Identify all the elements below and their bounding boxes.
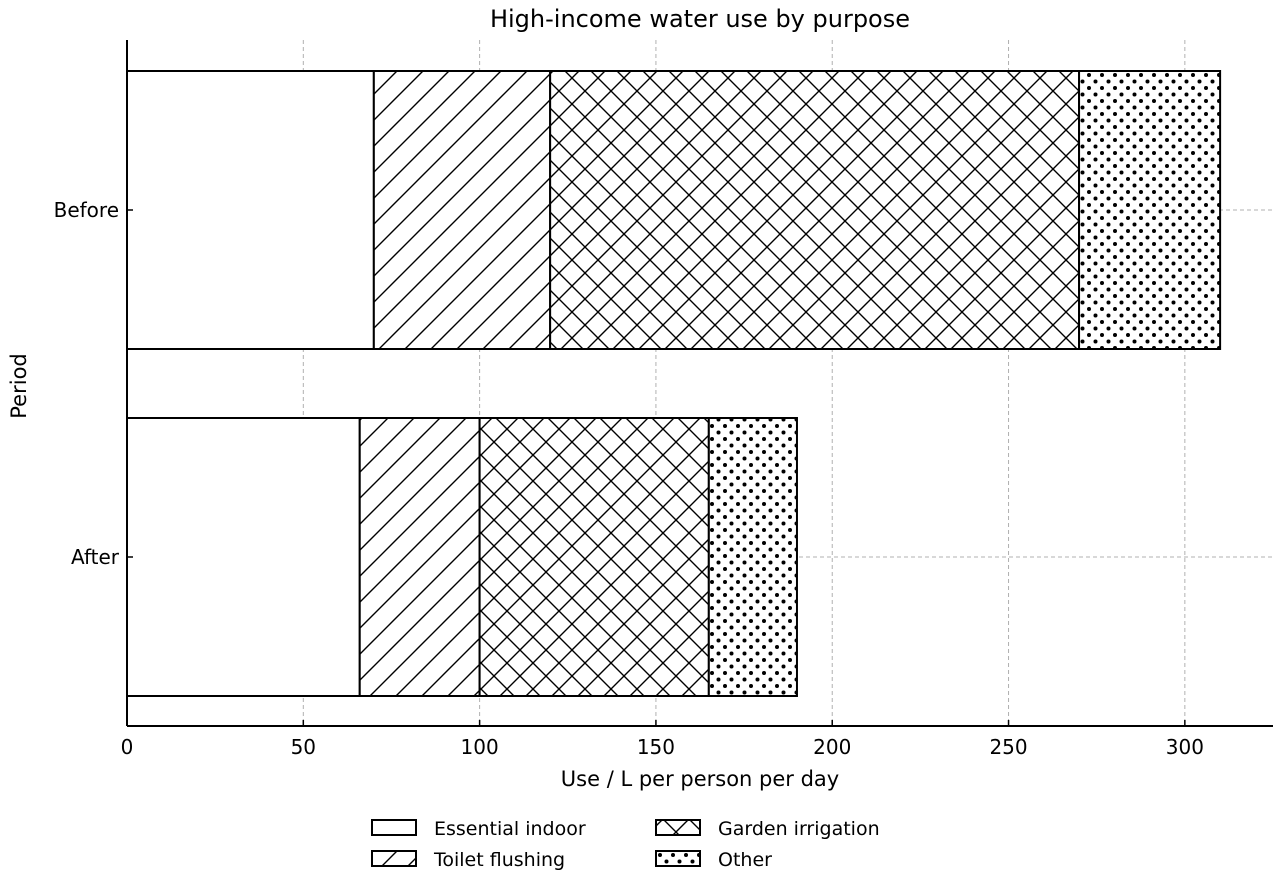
bar-segment-other-after [707, 417, 798, 697]
legend-item-toilet-flushing: Toilet flushing [371, 849, 565, 871]
bar-segment-essential-indoor-before [126, 70, 375, 350]
legend-swatch [371, 819, 417, 836]
chart-title: High-income water use by purpose [490, 5, 910, 33]
x-tick-label: 50 [291, 735, 316, 759]
legend-label: Other [718, 849, 772, 871]
bar-segment-garden-irrigation-after [478, 417, 710, 697]
axes [126, 40, 1273, 727]
legend-label: Garden irrigation [718, 818, 880, 840]
legend-swatch [655, 850, 701, 867]
legend: Essential indoor Toilet flushing Garden ir… [371, 818, 880, 871]
tick-labels: 0 50 100 150 200 250 300 Before After [54, 198, 1204, 759]
legend-item-other: Other [655, 849, 772, 871]
x-axis-label: Use / L per person per day [561, 767, 839, 791]
bars [126, 70, 1222, 697]
x-tick-label: 200 [813, 735, 851, 759]
legend-item-garden-irrigation: Garden irrigation [655, 818, 880, 840]
bar-segment-other-before [1078, 70, 1222, 350]
legend-swatch [371, 850, 417, 867]
bar-segment-garden-irrigation-before [549, 70, 1081, 350]
legend-item-essential-indoor: Essential indoor [371, 818, 586, 840]
bar-segment-toilet-flushing-before [372, 70, 552, 350]
legend-label: Toilet flushing [433, 849, 565, 871]
x-tick-label: 0 [121, 735, 134, 759]
x-tick-label: 250 [989, 735, 1027, 759]
x-tick-label: 300 [1166, 735, 1204, 759]
y-tick-label: After [71, 545, 120, 569]
legend-label: Essential indoor [434, 818, 586, 840]
bar-segment-essential-indoor-after [126, 417, 361, 697]
x-tick-label: 150 [637, 735, 675, 759]
x-tick-label: 100 [461, 735, 499, 759]
y-tick-label: Before [54, 198, 119, 222]
bar-segment-toilet-flushing-after [358, 417, 481, 697]
legend-swatch [655, 819, 701, 836]
y-axis-label: Period [7, 353, 31, 418]
